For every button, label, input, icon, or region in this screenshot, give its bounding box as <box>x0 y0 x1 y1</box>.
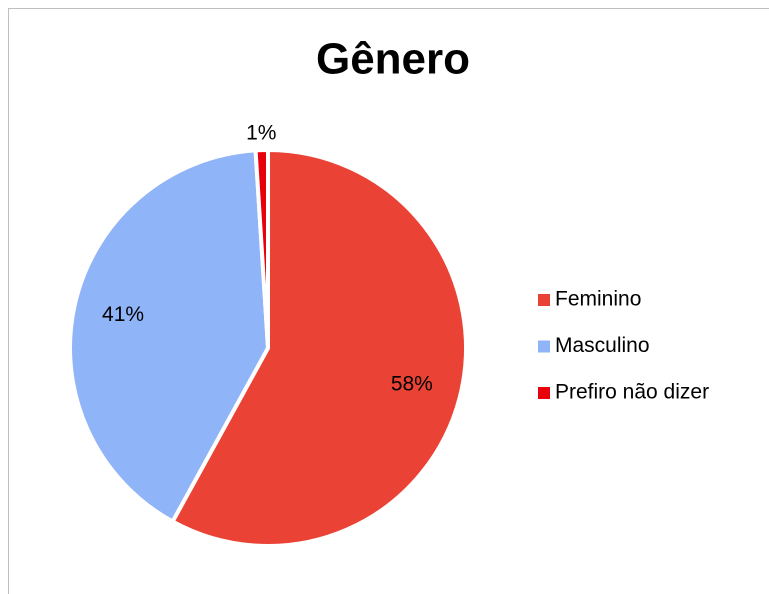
chart-frame <box>8 8 769 594</box>
legend-label: Masculino <box>555 334 650 357</box>
data-label: 58% <box>391 372 433 395</box>
pie-slice <box>253 147 270 349</box>
legend-swatch <box>538 340 550 353</box>
legend-label: Feminino <box>555 288 641 311</box>
legend-swatch <box>538 387 550 399</box>
legend-label: Prefiro não dizer <box>555 381 709 404</box>
pie-slice <box>68 148 271 525</box>
legend-swatch <box>538 294 550 306</box>
chart-title: Gênero <box>316 35 470 84</box>
data-label: 41% <box>102 303 144 326</box>
data-label: 1% <box>246 122 276 145</box>
pie-slice <box>169 147 468 548</box>
